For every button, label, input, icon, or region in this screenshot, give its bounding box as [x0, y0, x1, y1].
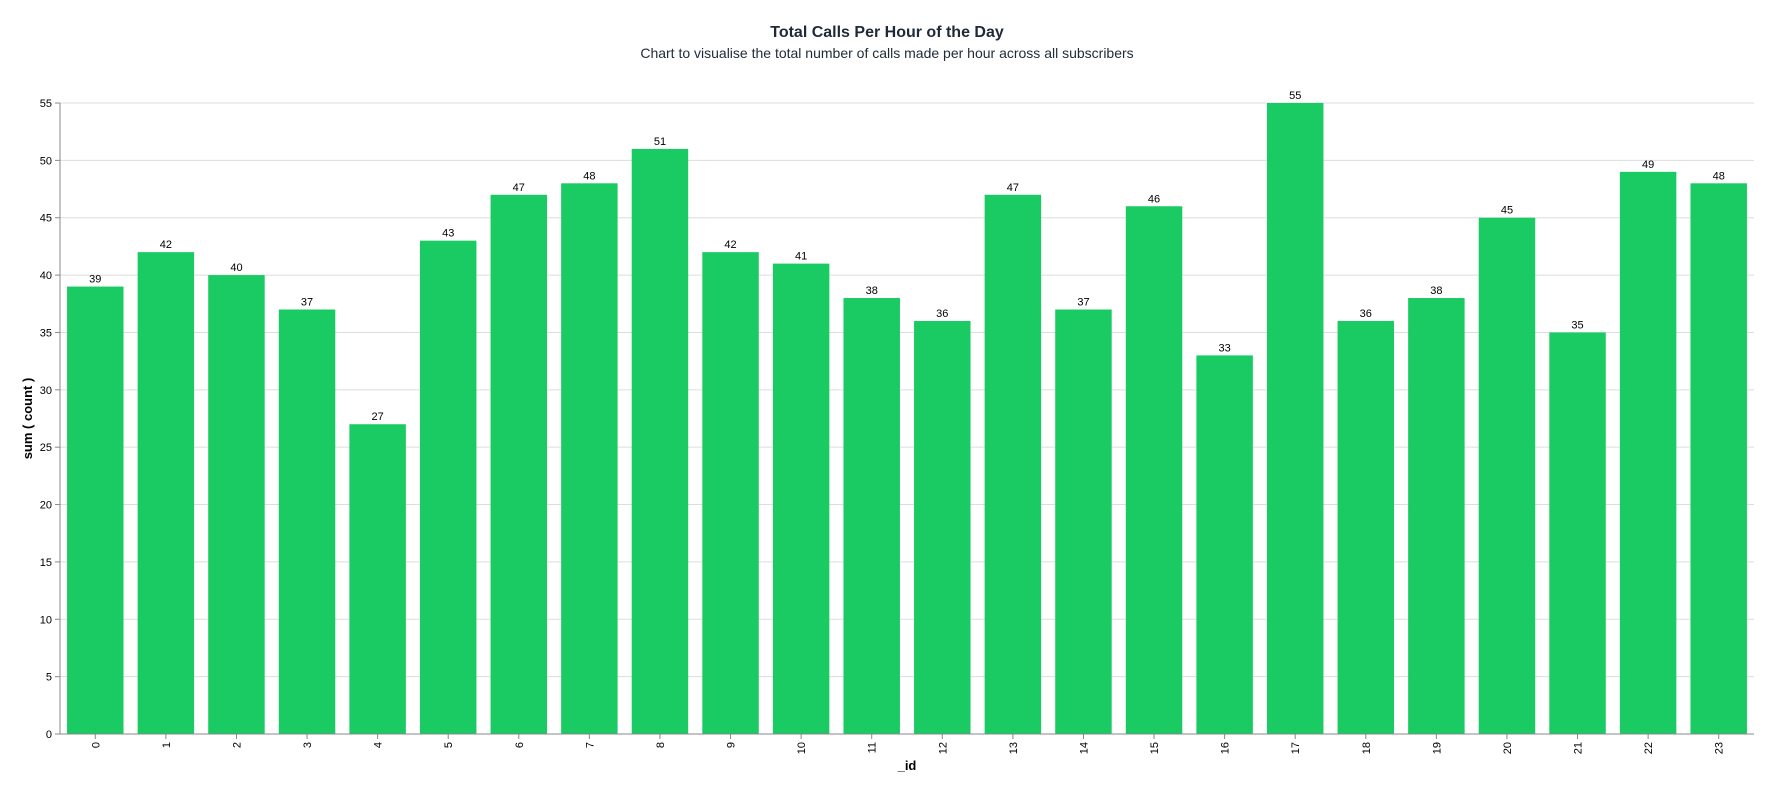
- data-label: 36: [936, 308, 948, 320]
- x-tick-label: 20: [1502, 742, 1514, 754]
- y-tick-label: 50: [40, 155, 52, 167]
- bar: [1266, 103, 1324, 734]
- bar: [1619, 171, 1677, 734]
- bar: [1549, 332, 1606, 734]
- y-ticks: 0 5 10 15 20 25 30 35 40 45 50 55: [40, 98, 60, 741]
- data-label: 49: [1642, 159, 1654, 171]
- chart-subtitle: Chart to visualise the total number of c…: [640, 45, 1134, 61]
- x-tick-label: 7: [584, 742, 596, 748]
- y-tick-label: 0: [46, 729, 52, 741]
- bar: [208, 275, 265, 734]
- x-tick-label: 5: [443, 742, 455, 748]
- gridlines: [60, 102, 1754, 735]
- data-label: 46: [1148, 193, 1160, 205]
- y-tick-label: 25: [40, 442, 52, 454]
- x-tick-label: 10: [796, 742, 808, 754]
- bar: [1196, 355, 1253, 734]
- bar: [702, 252, 759, 735]
- y-tick-label: 10: [40, 614, 52, 626]
- data-label: 48: [583, 170, 595, 182]
- bar: [419, 240, 477, 734]
- x-tick-label: 11: [867, 742, 879, 753]
- data-label: 55: [1289, 90, 1301, 102]
- bar: [1337, 320, 1395, 734]
- bar: [349, 424, 406, 734]
- y-tick-label: 20: [40, 500, 52, 512]
- axes: [59, 103, 1754, 735]
- y-axis-title: sum ( count ): [20, 378, 35, 460]
- bar: [278, 309, 336, 734]
- y-tick-label: 55: [40, 98, 52, 110]
- data-label: 35: [1571, 319, 1583, 331]
- data-label: 39: [89, 274, 101, 286]
- x-tick-label: 8: [655, 742, 667, 748]
- x-tick-label: 1: [161, 742, 173, 748]
- x-tick-label: 22: [1643, 742, 1655, 754]
- x-tick-label: 4: [373, 742, 385, 748]
- x-tick-label: 15: [1149, 742, 1161, 754]
- x-tick-label: 18: [1361, 742, 1373, 754]
- data-label: 47: [513, 182, 525, 194]
- x-tick-label: 0: [90, 742, 102, 748]
- data-label: 38: [866, 285, 878, 297]
- bar: [1055, 309, 1112, 734]
- data-label: 36: [1360, 308, 1372, 320]
- y-tick-label: 30: [40, 385, 52, 397]
- x-ticks: 0 1 2 3 4 5 6 7 8 9 10 11 12 13 14 15 16 17 18 19 20 21 22 23: [90, 734, 1726, 754]
- data-label: 51: [654, 136, 666, 148]
- bar: [137, 252, 195, 735]
- x-tick-label: 14: [1078, 742, 1090, 754]
- bar: [67, 286, 124, 734]
- x-tick-label: 12: [937, 742, 949, 754]
- data-label: 42: [160, 239, 172, 251]
- bar: [843, 298, 900, 734]
- y-tick-label: 5: [46, 672, 52, 684]
- x-tick-label: 16: [1220, 742, 1232, 754]
- data-label: 41: [795, 251, 807, 263]
- x-tick-label: 23: [1714, 742, 1726, 754]
- x-tick-label: 21: [1573, 742, 1585, 754]
- bar: [561, 183, 618, 735]
- x-axis-title: _id: [897, 758, 917, 773]
- y-tick-label: 35: [40, 327, 52, 339]
- data-label: 37: [301, 297, 313, 309]
- bar: [914, 320, 971, 734]
- bar: [1125, 206, 1183, 735]
- x-tick-label: 6: [514, 742, 526, 748]
- x-tick-label: 13: [1008, 742, 1020, 754]
- bars: [67, 103, 1747, 735]
- bar: [772, 263, 830, 734]
- y-tick-label: 15: [40, 557, 52, 569]
- data-label: 45: [1501, 205, 1513, 217]
- bar: [1408, 298, 1465, 734]
- y-tick-label: 40: [40, 270, 52, 282]
- data-label: 27: [372, 411, 384, 423]
- value-labels: 39 42 40 37 27 43 47 48 51 42 41 38 36 47 37 46 33 55 36 38…: [89, 90, 1725, 423]
- data-label: 47: [1007, 182, 1019, 194]
- chart-title: Total Calls Per Hour of the Day: [770, 24, 1004, 41]
- x-tick-label: 17: [1290, 742, 1302, 754]
- data-label: 40: [230, 262, 242, 274]
- x-tick-label: 3: [302, 742, 314, 748]
- data-label: 42: [724, 239, 736, 251]
- bar: [631, 148, 689, 734]
- bar: [1690, 183, 1747, 735]
- data-label: 48: [1713, 170, 1725, 182]
- y-tick-label: 45: [40, 213, 52, 225]
- x-tick-label: 19: [1431, 742, 1443, 754]
- data-label: 43: [442, 228, 454, 240]
- data-label: 33: [1219, 342, 1231, 354]
- bar: [984, 194, 1042, 735]
- bar: [490, 194, 548, 735]
- x-tick-label: 9: [726, 742, 738, 748]
- data-label: 37: [1077, 297, 1089, 309]
- bar: [1478, 217, 1536, 734]
- data-label: 38: [1430, 285, 1442, 297]
- x-tick-label: 2: [231, 742, 243, 748]
